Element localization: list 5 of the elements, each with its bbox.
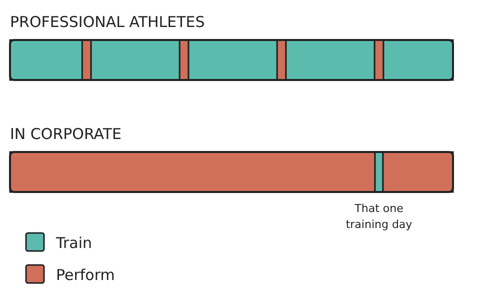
y-tick-label: IN CORPORATE <box>10 125 122 143</box>
legend-label: Train <box>55 234 92 252</box>
y-tick-label: PROFESSIONAL ATHLETES <box>10 13 205 31</box>
annotation: That one training day <box>346 202 413 231</box>
legend-label: Perform <box>56 266 115 284</box>
